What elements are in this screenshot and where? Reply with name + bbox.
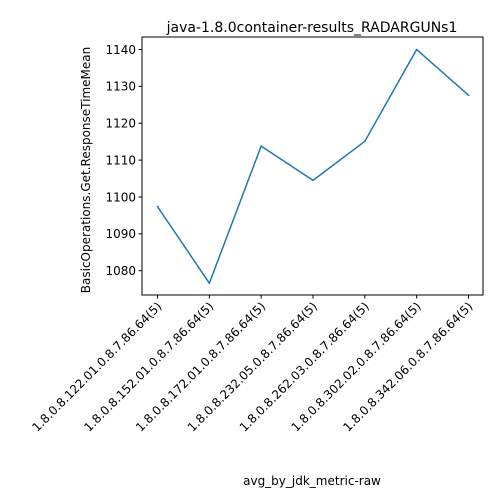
data-point: [312, 179, 314, 182]
y-tick-label: 1120: [105, 117, 136, 131]
data-point: [364, 140, 366, 143]
data-point: [208, 282, 211, 285]
y-axis-label: BasicOperations.Get.ResponseTimeMean: [79, 47, 93, 293]
chart-title: java-1.8.0container-results_RADARGUNs1: [166, 20, 458, 36]
y-tick-label: 1130: [105, 80, 136, 94]
data-point: [415, 48, 418, 51]
y-tick-label: 1140: [105, 43, 136, 57]
data-point: [467, 94, 470, 97]
y-tick-label: 1100: [105, 190, 136, 204]
y-tick-label: 1110: [105, 153, 136, 167]
x-axis-label: avg_by_jdk_metric-raw: [243, 474, 381, 488]
y-tick-label: 1090: [105, 227, 136, 241]
y-tick-label: 1080: [105, 264, 136, 278]
data-point: [260, 145, 262, 147]
data-point: [156, 205, 159, 208]
